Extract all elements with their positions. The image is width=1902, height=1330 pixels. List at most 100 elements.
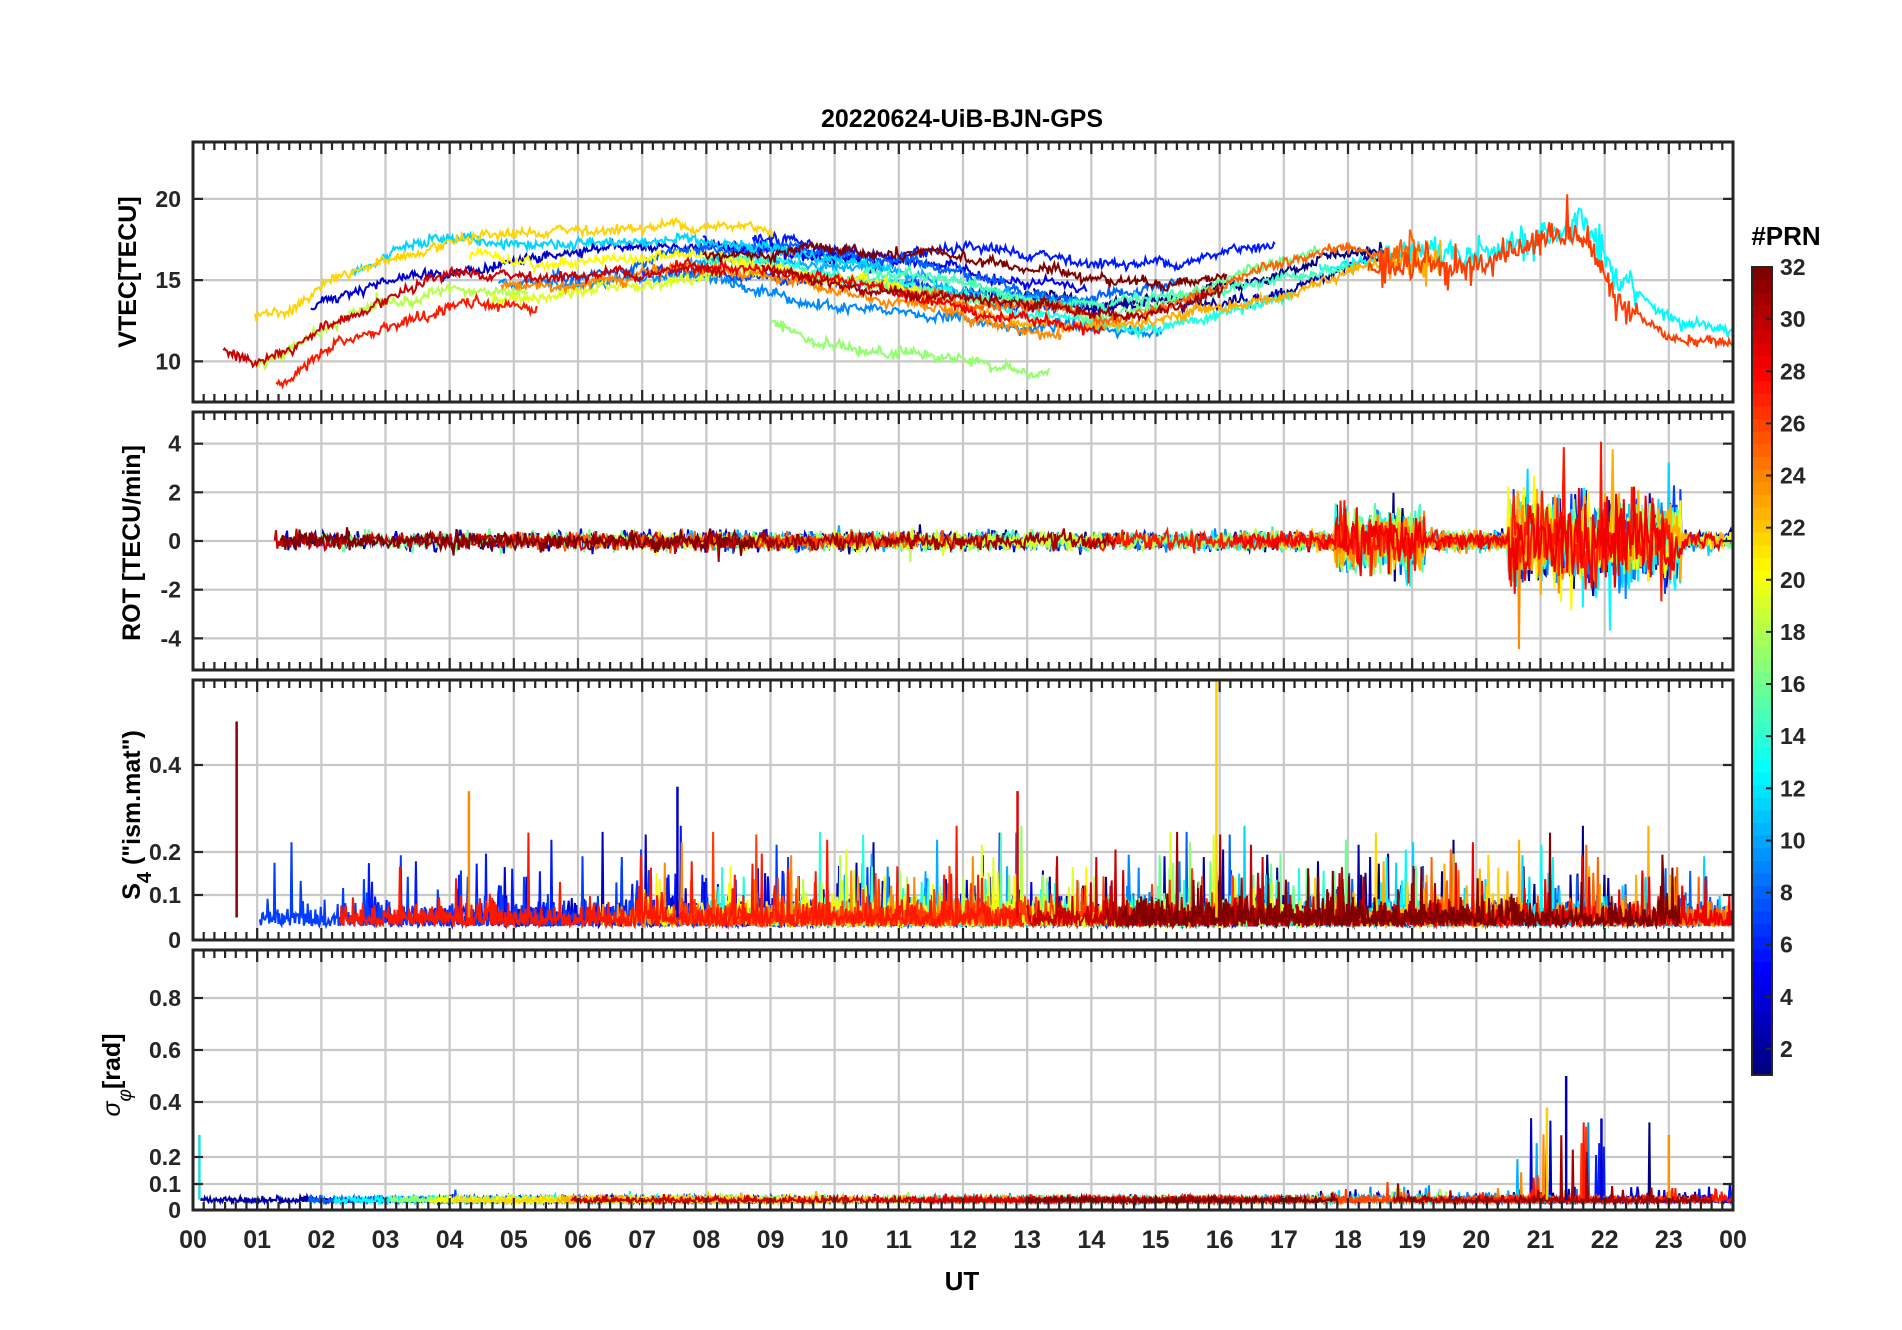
- colorbar-step: [1752, 999, 1772, 1013]
- colorbar-step: [1752, 885, 1772, 899]
- colorbar-step: [1752, 1037, 1772, 1051]
- series-line: [770, 319, 1051, 381]
- y-tick-label: 0.2: [149, 839, 181, 865]
- y-tick-label: 20: [155, 186, 181, 212]
- y-tick-label: 4: [168, 431, 181, 457]
- y-tick-label: -2: [161, 577, 181, 603]
- colorbar-step: [1752, 380, 1772, 394]
- x-tick-label: 03: [372, 1226, 400, 1254]
- series-line: [280, 527, 755, 556]
- colorbar-step: [1752, 330, 1772, 344]
- x-tick-label: 15: [1142, 1226, 1170, 1254]
- colorbar-step: [1752, 519, 1772, 533]
- series-line: [222, 260, 727, 369]
- colorbar-step: [1752, 696, 1772, 710]
- colorbar-step: [1752, 1011, 1772, 1026]
- y-tick-label: 0.6: [149, 1037, 181, 1063]
- series-line: [254, 216, 774, 322]
- series-line: [716, 528, 1117, 563]
- x-tick-label: 01: [243, 1226, 271, 1254]
- colorbar-tick-label: 4: [1780, 984, 1793, 1010]
- colorbar-step: [1752, 342, 1772, 356]
- colorbar-label: #PRN: [1751, 221, 1820, 251]
- colorbar-step: [1752, 317, 1772, 331]
- colorbar-step: [1752, 405, 1772, 420]
- y-tick-label: 0.1: [149, 882, 181, 908]
- colorbar-step: [1752, 847, 1772, 861]
- colorbar-tick-label: 2: [1780, 1036, 1793, 1062]
- colorbar-step: [1752, 910, 1772, 925]
- colorbar-tick-label: 14: [1780, 723, 1806, 749]
- colorbar-step: [1752, 304, 1772, 319]
- axes-frame: [191, 948, 1735, 1212]
- x-tick-label: 23: [1655, 1226, 1683, 1254]
- series-line: [702, 241, 1228, 293]
- colorbar-step: [1752, 671, 1772, 685]
- colorbar-tick-label: 6: [1780, 932, 1793, 958]
- colorbar-step: [1752, 506, 1772, 521]
- colorbar-step: [1752, 456, 1772, 470]
- x-tick-label: 17: [1270, 1226, 1298, 1254]
- colorbar-step: [1752, 607, 1772, 622]
- colorbar-tick-label: 28: [1780, 358, 1806, 384]
- colorbar-step: [1752, 936, 1772, 950]
- series-line: [339, 825, 1025, 931]
- s4-y-label: S4 ("ism.mat"): [118, 730, 156, 900]
- series-line: [1086, 441, 1676, 602]
- x-tick-label: 13: [1013, 1226, 1041, 1254]
- x-tick-label: 05: [500, 1226, 528, 1254]
- colorbar-step: [1752, 570, 1772, 584]
- colorbar-step: [1752, 1049, 1772, 1063]
- colorbar-step: [1752, 279, 1772, 293]
- sigphi-y-label: σφ[rad]: [98, 1033, 136, 1116]
- axes-frame: [191, 678, 1735, 942]
- panel-rot: -4 -2 0 2 4: [161, 410, 1735, 672]
- vtec-y-label: VTEC[TECU]: [114, 196, 142, 347]
- chart-title: 20220624-UiB-BJN-GPS: [821, 105, 1103, 133]
- x-tick-label: 07: [628, 1226, 656, 1254]
- x-tick-label: 18: [1334, 1226, 1362, 1254]
- colorbar-step: [1752, 784, 1772, 798]
- series-line: [1032, 241, 1383, 313]
- colorbar-step: [1752, 658, 1772, 672]
- x-tick-label: 09: [757, 1226, 785, 1254]
- colorbar-step: [1752, 368, 1772, 382]
- series-line: [702, 235, 1088, 294]
- series-group: [273, 441, 1733, 650]
- y-tick-label: 0: [168, 528, 181, 554]
- colorbar-step: [1752, 974, 1772, 988]
- x-tick-label: 10: [821, 1226, 849, 1254]
- x-tick-label: 02: [307, 1226, 335, 1254]
- colorbar-tick-label: 8: [1780, 880, 1793, 906]
- x-tick-label: 19: [1398, 1226, 1426, 1254]
- colorbar-tick-label: 12: [1780, 775, 1806, 801]
- colorbar-tick-label: 16: [1780, 671, 1806, 697]
- y-tick-label: 2: [168, 479, 181, 505]
- colorbar-tick-label: 20: [1780, 567, 1806, 593]
- y-tick-label: 0.8: [149, 985, 181, 1011]
- colorbar-step: [1752, 873, 1772, 887]
- series-line: [761, 263, 1224, 323]
- colorbar-step: [1752, 961, 1772, 975]
- x-tick-label: 04: [436, 1226, 464, 1254]
- y-tick-label: 0.1: [149, 1171, 181, 1197]
- y-tick-label: 10: [155, 348, 181, 374]
- colorbar-tick-label: 22: [1780, 515, 1806, 541]
- y-tick-label: 0.4: [149, 752, 181, 778]
- colorbar-step: [1752, 948, 1772, 962]
- colorbar-step: [1752, 746, 1772, 760]
- x-tick-label: 12: [949, 1226, 977, 1254]
- series-line: [1121, 832, 1681, 931]
- y-tick-label: 0.4: [149, 1089, 181, 1115]
- colorbar-tick-label: 24: [1780, 463, 1806, 489]
- axes-frame: [191, 410, 1735, 672]
- colorbar-step: [1752, 759, 1772, 773]
- colorbar-step: [1752, 620, 1772, 634]
- colorbar-step: [1752, 860, 1772, 874]
- panel-sigphi: 00.10.2 0.4 0.6 0.8: [149, 948, 1735, 1223]
- x-axis-label: UT: [945, 1266, 980, 1296]
- y-tick-label: -4: [161, 625, 182, 651]
- x-tick-label: 16: [1206, 1226, 1234, 1254]
- colorbar-step: [1752, 469, 1772, 483]
- y-tick-label: 0.2: [149, 1144, 181, 1170]
